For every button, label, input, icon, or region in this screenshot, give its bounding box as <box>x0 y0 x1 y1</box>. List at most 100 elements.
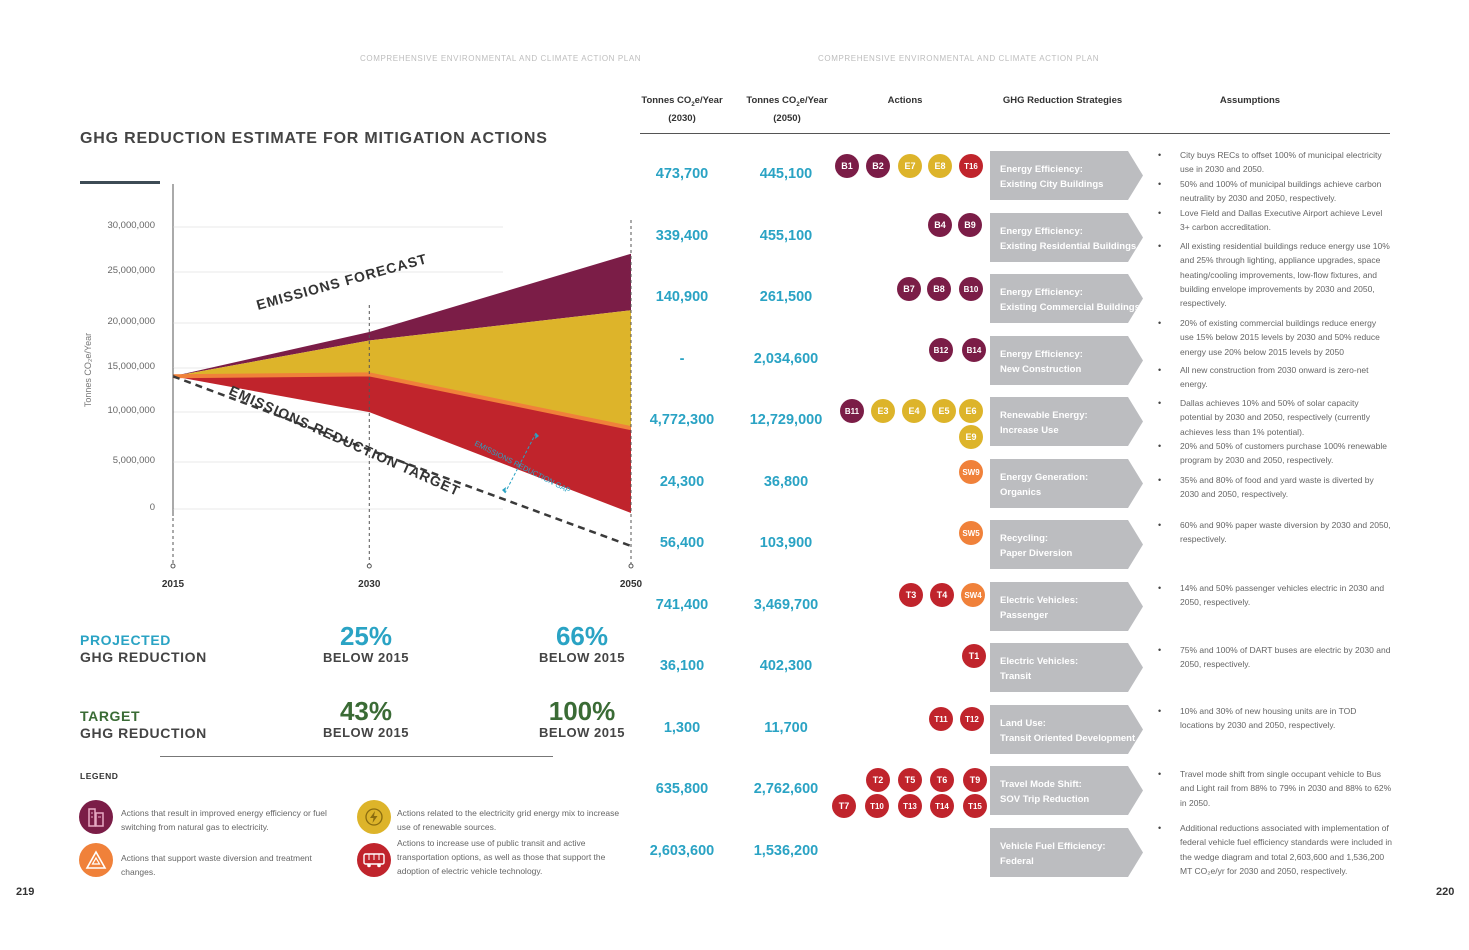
y-tick-label: 15,000,000 <box>107 361 155 372</box>
action-badge-e4: E4 <box>902 399 926 423</box>
strategy-category: Recycling: <box>1000 533 1049 544</box>
strategy-label: Land Use: Transit Oriented Development <box>1000 716 1135 746</box>
gap-arrow-line <box>504 432 537 494</box>
strategy-label: Travel Mode Shift: SOV Trip Reduction <box>1000 777 1089 807</box>
strategy-name: Transit Oriented Development <box>1000 733 1136 744</box>
legend-text-transportation: Actions to increase use of public transi… <box>397 838 606 876</box>
action-badge-t10: T10 <box>865 794 889 818</box>
header-actions: Actions <box>887 95 923 106</box>
value-2050: 11,700 <box>764 720 808 736</box>
assumption-item: Travel mode shift from single occupant v… <box>1158 767 1392 810</box>
value-2050: 1,536,200 <box>753 843 819 859</box>
strategy-arrow: Electric Vehicles: Transit <box>990 643 1143 692</box>
strategy-name: Increase Use <box>1000 425 1059 436</box>
value-2050: 12,729,000 <box>749 412 823 428</box>
strategy-label: Electric Vehicles: Passenger <box>1000 593 1078 623</box>
strategy-name: Existing City Buildings <box>1000 179 1104 190</box>
strategy-label: Energy Efficiency: Existing Residential B… <box>1000 224 1136 254</box>
gap-arrow-head-bottom <box>502 487 506 493</box>
action-badge-e6: E6 <box>959 399 983 423</box>
strategy-label: Energy Generation: Organics <box>1000 470 1088 500</box>
strategy-arrow: Energy Efficiency: New Construction <box>990 336 1143 385</box>
value-2030: 24,300 <box>659 474 705 490</box>
action-badge-t4: T4 <box>930 583 954 607</box>
y-tick-label: 0 <box>150 502 155 513</box>
value-2030: 1,300 <box>663 720 701 736</box>
x-tick-marker <box>170 563 176 569</box>
value-2050: 455,100 <box>759 228 813 244</box>
x-tick-label: 2015 <box>162 579 185 590</box>
strategy-category: Energy Efficiency: <box>1000 349 1083 360</box>
strategy-category: Vehicle Fuel Efficiency: <box>1000 841 1106 852</box>
area-yellow-wedge <box>173 310 631 429</box>
strategy-arrow: Energy Generation: Organics <box>990 459 1143 508</box>
value-2030: 635,800 <box>655 781 709 797</box>
legend-text-buildings: Actions that result in improved energy e… <box>121 808 327 832</box>
value-2030: - <box>679 351 685 367</box>
assumption-item: Love Field and Dallas Executive Airport … <box>1158 206 1392 235</box>
legend-text-waste: Actions that support waste diversion and… <box>121 853 312 877</box>
action-badge-b14: B14 <box>962 338 986 362</box>
projected-2030-sub: BELOW 2015 <box>323 650 409 665</box>
value-2030: 56,400 <box>659 535 705 551</box>
strategy-label: Energy Efficiency: Existing City Building… <box>1000 162 1103 192</box>
strategy-name: New Construction <box>1000 364 1082 375</box>
projected-2050-pct: 66% <box>555 621 609 651</box>
value-2050: 103,900 <box>759 535 813 551</box>
strategy-category: Travel Mode Shift: <box>1000 779 1082 790</box>
strategy-category: Electric Vehicles: <box>1000 595 1079 606</box>
strategy-arrow: Land Use: Transit Oriented Development <box>990 705 1143 754</box>
header-2030: Tonnes CO2e/Year (2030) <box>641 95 723 124</box>
page-title: GHG REDUCTION ESTIMATE FOR MITIGATION AC… <box>80 130 548 147</box>
x-tick-label: 2050 <box>620 579 643 590</box>
strategy-label: Vehicle Fuel Efficiency: Federal <box>1000 839 1106 869</box>
action-badge-e8: E8 <box>928 154 952 178</box>
strategy-category: Renewable Energy: <box>1000 410 1088 421</box>
value-2030: 4,772,300 <box>649 412 715 428</box>
strategy-label: Recycling: Paper Diversion <box>1000 531 1072 561</box>
strategy-label: Energy Efficiency: Existing Commercial Bu… <box>1000 285 1140 315</box>
target-label-sub: GHG REDUCTION <box>80 725 207 741</box>
action-badge-t6: T6 <box>930 768 954 792</box>
header-assumptions: Assumptions <box>1219 95 1281 106</box>
strategy-category: Energy Generation: <box>1000 472 1089 483</box>
strategy-category: Electric Vehicles: <box>1000 656 1079 667</box>
action-badge-e5: E5 <box>932 399 956 423</box>
action-badge-sw5: SW5 <box>959 521 983 545</box>
strategy-arrow: Travel Mode Shift: SOV Trip Reduction <box>990 766 1143 815</box>
strategy-name: Organics <box>1000 487 1042 498</box>
building-icon <box>79 800 113 834</box>
strategy-arrow: Energy Efficiency: Existing Commercial Bu… <box>990 274 1143 323</box>
assumption-item: 10% and 30% of new housing units are in … <box>1158 704 1392 733</box>
gap-arrow-head-top <box>535 433 539 439</box>
recycle-icon <box>79 843 113 877</box>
strategy-label: Electric Vehicles: Transit <box>1000 654 1078 684</box>
bus-icon <box>357 843 391 877</box>
action-badge-b9: B9 <box>958 213 982 237</box>
area-red-wedge <box>173 374 631 513</box>
value-2050: 3,469,700 <box>753 597 819 613</box>
header-strategies: GHG Reduction Strategies <box>1002 95 1123 106</box>
value-2030: 140,900 <box>655 289 709 305</box>
strategy-category: Land Use: <box>1000 718 1046 729</box>
action-badge-t12: T12 <box>960 707 984 731</box>
action-badge-t2: T2 <box>866 768 890 792</box>
action-badge-t7: T7 <box>832 794 856 818</box>
action-badge-sw9: SW9 <box>959 460 983 484</box>
table-header-rule <box>640 133 1390 134</box>
action-badge-e3: E3 <box>871 399 895 423</box>
header-2050: Tonnes CO2e/Year (2050) <box>746 95 828 124</box>
action-badge-t15: T15 <box>963 794 987 818</box>
y-tick-label: 30,000,000 <box>107 220 155 231</box>
area-orange-strip <box>172 372 632 431</box>
action-badge-t5: T5 <box>898 768 922 792</box>
value-2030: 473,700 <box>655 166 709 182</box>
strategy-name: Transit <box>1000 671 1032 682</box>
chart-lines <box>172 220 632 564</box>
area-purple-wedge <box>173 253 631 377</box>
strategy-name: Existing Residential Buildings <box>1000 241 1137 252</box>
y-axis-label: Tonnes CO₂e/Year <box>83 333 93 407</box>
target-2050-pct: 100% <box>548 696 616 726</box>
action-badge-b12: B12 <box>929 338 953 362</box>
assumption-item: 60% and 90% paper waste diversion by 203… <box>1158 518 1392 547</box>
